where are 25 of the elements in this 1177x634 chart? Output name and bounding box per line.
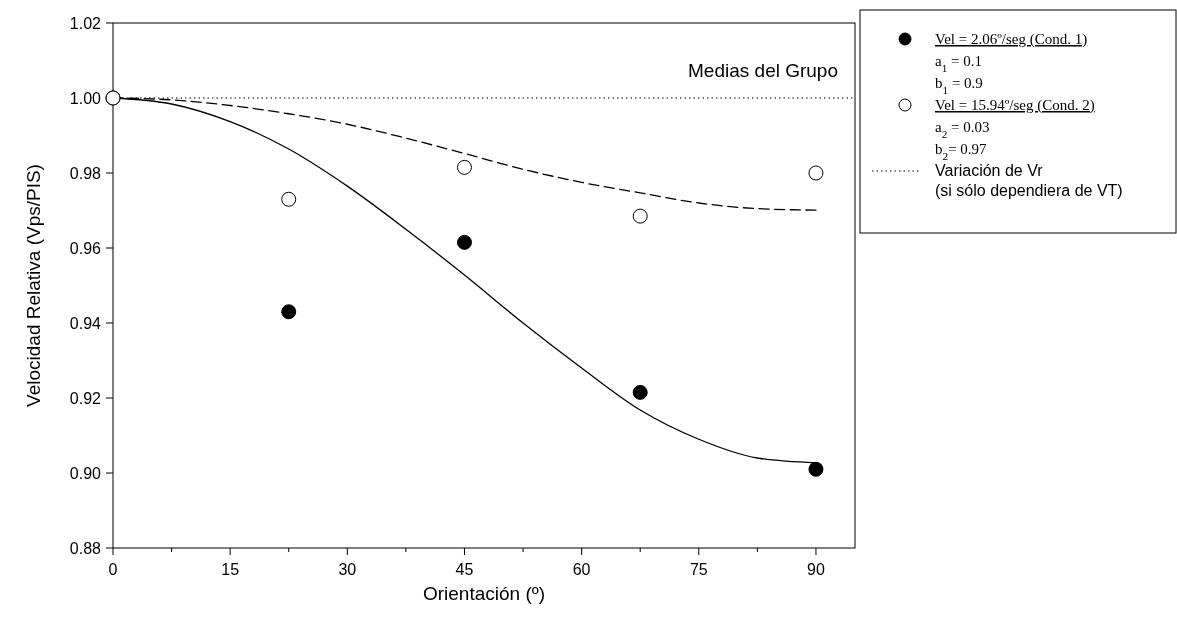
x-tick-label: 0 [108,561,118,578]
text: b$_{2}$= 0.97 [935,141,988,162]
x-tick-label: 75 [689,561,708,578]
annotation: Medias del Grupo [688,60,838,81]
y-tick-label: 0.90 [69,465,102,482]
x-tick-label: 45 [455,561,474,578]
legend-label: Vel = 2.06º/seg (Cond. 1) [935,31,1088,48]
y-tick-label: 0.96 [69,240,102,257]
y-tick-label: 1.00 [69,90,102,107]
legend-label: Vel = 15.94º/seg (Cond. 2) [935,97,1095,114]
y-axis-title: Velocidad Relativa (Vps/PIS) [23,164,44,407]
y-tick-label: 0.98 [69,165,102,182]
y-tick-label: 0.92 [69,390,102,407]
x-axis-title: Orientación (º) [422,583,546,604]
text: a$_{1}$ = 0.1 [935,53,983,74]
legend-label: Variación de Vr (si sólo dependiera de VT) [935,162,1123,199]
x-tick-label: 60 [572,561,591,578]
text: a$_{2}$ = 0.03 [935,119,990,140]
x-tick-label: 90 [807,561,825,578]
y-tick-label: 0.88 [69,540,102,557]
text: b$_{1}$ = 0.9 [935,75,983,96]
y-tick-label: 0.94 [69,315,102,332]
y-tick-label: 1.02 [69,15,102,32]
x-tick-label: 15 [221,561,240,578]
x-tick-label: 30 [338,561,357,578]
